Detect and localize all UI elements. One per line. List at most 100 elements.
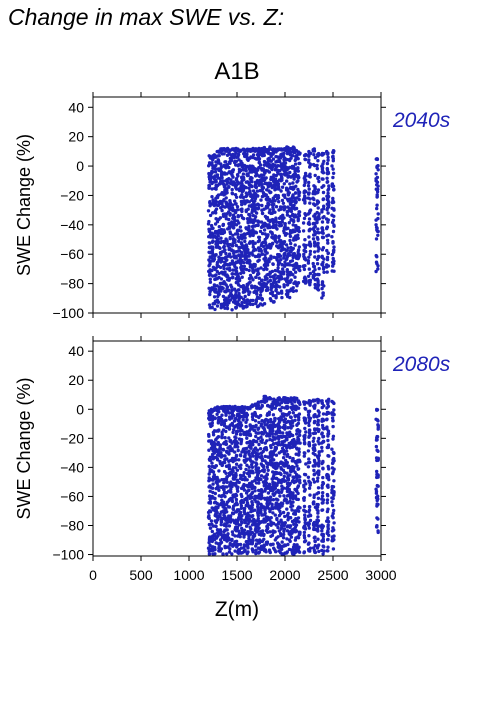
data-point	[253, 485, 257, 490]
data-point	[326, 537, 330, 542]
data-point	[296, 497, 300, 502]
data-point	[230, 447, 234, 451]
data-point	[235, 208, 240, 212]
data-point	[331, 424, 335, 429]
data-point	[270, 533, 275, 538]
data-point	[296, 414, 300, 418]
data-point	[302, 530, 307, 535]
data-point	[303, 451, 307, 455]
data-point	[277, 490, 281, 495]
data-point	[306, 547, 311, 552]
data-point	[285, 268, 289, 272]
data-point	[316, 285, 320, 289]
data-point	[302, 454, 306, 458]
data-point	[291, 181, 295, 185]
data-point	[282, 216, 286, 220]
data-point	[321, 475, 325, 480]
data-point	[256, 516, 260, 521]
data-point	[279, 409, 283, 413]
data-point	[331, 547, 336, 551]
data-point	[308, 518, 313, 523]
data-point	[221, 500, 226, 504]
data-point	[316, 476, 320, 480]
data-point	[251, 153, 256, 157]
data-point	[291, 273, 295, 277]
data-point	[293, 414, 297, 418]
data-point	[280, 263, 284, 267]
data-point	[276, 498, 280, 502]
data-point	[210, 415, 215, 419]
data-point	[320, 230, 324, 234]
data-point	[327, 533, 331, 537]
data-point	[208, 418, 212, 422]
data-point	[258, 188, 262, 193]
data-point	[297, 190, 301, 194]
data-point	[279, 172, 283, 176]
data-point	[219, 240, 223, 245]
data-point	[239, 159, 243, 164]
data-point	[232, 419, 237, 423]
data-point	[316, 237, 320, 241]
data-point	[257, 276, 261, 280]
data-point	[267, 410, 272, 414]
data-point	[326, 241, 330, 245]
data-point	[254, 275, 258, 279]
data-point	[279, 220, 283, 225]
data-point	[244, 267, 249, 272]
data-point	[209, 223, 214, 228]
data-point	[207, 227, 211, 231]
data-point	[210, 410, 214, 414]
data-point	[284, 498, 289, 502]
data-point	[296, 175, 300, 180]
data-point	[213, 465, 217, 470]
data-point	[227, 151, 231, 155]
data-point	[308, 271, 313, 276]
data-point	[290, 519, 295, 524]
data-point	[253, 203, 257, 207]
data-point	[304, 482, 308, 486]
x-tick-label: 2500	[317, 567, 348, 583]
data-point	[220, 202, 224, 206]
data-point	[230, 243, 235, 248]
y-tick-label: 40	[68, 99, 84, 115]
data-point	[250, 465, 255, 469]
data-point	[207, 175, 211, 179]
data-point	[236, 423, 240, 427]
data-point	[259, 488, 264, 492]
data-point	[312, 480, 317, 484]
data-point	[210, 522, 214, 526]
data-point	[210, 442, 214, 447]
data-point	[256, 149, 260, 153]
data-point	[376, 449, 380, 453]
data-point	[233, 534, 237, 538]
data-point	[252, 231, 257, 235]
data-point	[271, 283, 275, 287]
data-point	[242, 506, 247, 511]
data-point	[287, 483, 291, 487]
data-point	[253, 519, 258, 523]
data-point	[242, 267, 246, 271]
data-point	[308, 252, 312, 256]
data-point	[306, 475, 311, 479]
data-point	[296, 157, 300, 161]
data-point	[239, 264, 244, 268]
data-point	[376, 419, 380, 423]
data-point	[210, 181, 214, 186]
data-point	[313, 173, 317, 178]
data-point	[297, 545, 301, 550]
data-point	[209, 439, 214, 443]
data-point	[207, 303, 212, 307]
data-point	[332, 508, 336, 513]
x-tick-label: 3000	[365, 567, 396, 583]
data-point	[238, 473, 243, 478]
data-point	[316, 423, 320, 427]
data-point	[330, 269, 334, 273]
data-point	[307, 409, 312, 413]
data-point	[237, 152, 241, 157]
data-point	[248, 290, 252, 294]
data-point	[227, 288, 231, 292]
data-point	[256, 510, 260, 514]
data-point	[218, 216, 223, 220]
data-point	[332, 188, 336, 192]
data-point	[230, 537, 234, 542]
